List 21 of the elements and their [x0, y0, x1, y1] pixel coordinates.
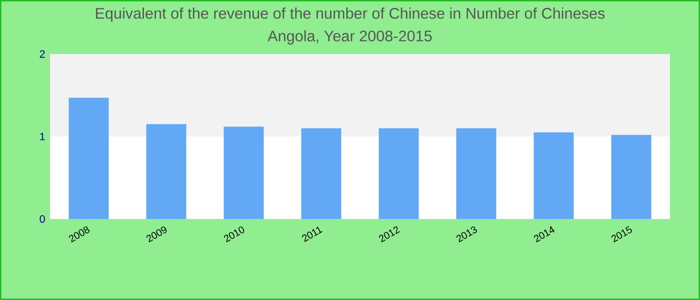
x-tick-label: 2009 — [146, 226, 167, 242]
x-tick-label: 2011 — [302, 226, 323, 242]
x-tick-label: 2013 — [456, 226, 477, 242]
bar — [534, 132, 574, 219]
y-tick-label: 0 — [40, 215, 45, 223]
bar — [456, 128, 496, 219]
bar — [301, 128, 342, 219]
bar — [146, 124, 186, 219]
bar — [611, 134, 652, 219]
chart-subtitle: Angola, Year 2008-2015 — [268, 30, 432, 44]
x-tick-label: 2008 — [68, 226, 90, 242]
x-tick-label: 2010 — [224, 226, 244, 242]
bar — [378, 128, 419, 219]
y-tick-label: 2 — [40, 50, 45, 58]
bar — [68, 98, 109, 219]
x-tick-label: 2015 — [611, 226, 632, 242]
x-tick-label: 2014 — [534, 226, 554, 242]
y-tick-label: 1 — [40, 132, 45, 140]
bar — [224, 126, 264, 219]
x-tick-label: 2012 — [378, 226, 400, 242]
chart-title: Equivalent of the revenue of the number of Chinese in Number of Chineses — [96, 8, 605, 22]
